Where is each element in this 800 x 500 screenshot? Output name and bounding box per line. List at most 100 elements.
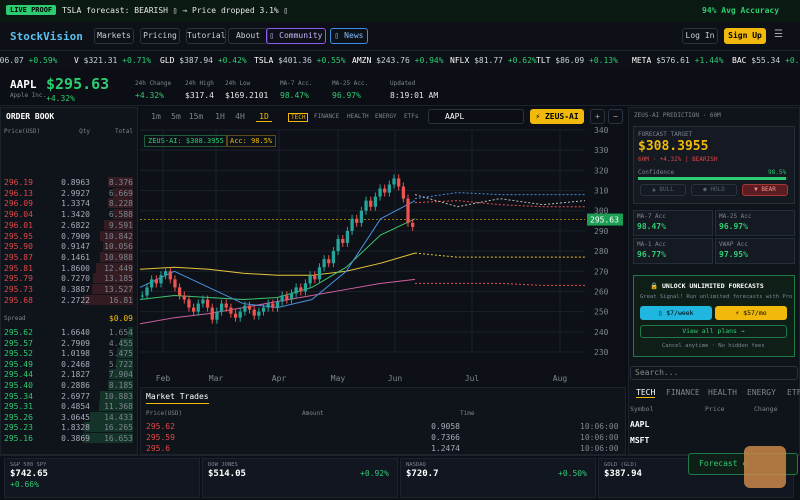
index-label: DOW JONES [208, 462, 238, 468]
trade-amount: 1.2474 [431, 444, 460, 453]
confidence-text: 98.5% [768, 169, 787, 176]
ob-qty: 0.7270 [61, 274, 90, 284]
watch-tab[interactable]: HEALTH [708, 388, 737, 397]
ob-price: 295.40 [4, 381, 33, 390]
ticker-change: +0.13% [589, 56, 618, 65]
indicator-line [414, 252, 585, 258]
sector-chip[interactable]: HEALTH [347, 113, 369, 120]
depth-bar [115, 358, 133, 369]
interval-button[interactable]: 15m [188, 112, 204, 121]
ob-qty: 1.8328 [61, 423, 90, 433]
vote-button[interactable]: ● HOLD [691, 184, 737, 196]
y-tick-label: 290 [594, 227, 609, 236]
y-tick-label: 310 [594, 187, 609, 196]
ticker-item: BAC $55.34 +0.2 [732, 56, 800, 65]
watch-tab[interactable]: ETF [787, 388, 800, 397]
interval-button[interactable]: 1H [215, 112, 225, 121]
plan-month[interactable]: ⚡ $57/mo [715, 306, 787, 320]
trades-title[interactable]: Market Trades [146, 392, 209, 404]
vote-button[interactable]: ▼ BEAR [742, 184, 788, 196]
ticker-item: AMZN $243.76 +0.94% [352, 56, 444, 65]
sector-chip[interactable]: ETFs [404, 113, 419, 120]
ob-price: 296.09 [4, 199, 33, 209]
metric-label: VWAP Acc [719, 241, 748, 248]
metric-label: MA-25 Acc [719, 213, 752, 220]
interval-button[interactable]: 1m [151, 112, 161, 121]
watch-col: Price [705, 405, 725, 413]
candle [201, 299, 205, 304]
ticker-change: +0.55% [316, 56, 346, 65]
vote-button[interactable]: ▲ BULL [640, 184, 686, 196]
all-plans[interactable]: View all plans → [640, 325, 787, 338]
ob-total: 8.185 [108, 381, 133, 390]
candle [303, 283, 308, 292]
candle [271, 303, 275, 308]
watch-tab[interactable]: ENERGY [747, 388, 776, 397]
metric-label: MA-7 Acc [637, 213, 666, 220]
ob-price: 295.68 [4, 295, 33, 305]
nav-link[interactable]: Pricing [140, 28, 180, 44]
overlay-acc: Acc: 98.5% [226, 135, 277, 147]
watch-symbol[interactable]: MSFT [630, 436, 650, 445]
symbol-search[interactable]: AAPL [428, 109, 524, 124]
signup-button[interactable]: Sign Up [724, 28, 766, 44]
candle [364, 200, 368, 211]
trades-col: Time [460, 410, 475, 417]
sector-chip[interactable]: ENERGY [375, 113, 397, 120]
sector-chip[interactable]: TECH [288, 113, 309, 122]
x-tick-label: Aug [553, 374, 568, 383]
plan-week[interactable]: ▯ $7/week [640, 306, 712, 320]
confidence-label: Confidence [638, 169, 675, 176]
ob-qty: 2.1827 [61, 370, 90, 380]
nav-link[interactable]: Markets [94, 28, 134, 44]
trade-time: 10:06:00 [580, 444, 619, 453]
ticker-price: $576.61 [656, 56, 690, 65]
zoom-button[interactable]: + [590, 109, 605, 124]
watch-tab[interactable]: FINANCE [666, 388, 700, 397]
index-card [400, 458, 596, 498]
watch-search[interactable]: Search... [630, 366, 798, 380]
depth-bar [102, 241, 133, 252]
ticker-item: NFLX $81.77 +0.62% [450, 56, 537, 65]
index-price: $720.7 [406, 469, 439, 479]
ticker-price: $55.34 [751, 56, 781, 65]
candle [317, 267, 322, 280]
nav-link[interactable]: Tutorial [186, 28, 226, 44]
news-link[interactable]: ▯ News [330, 28, 368, 44]
interval-button[interactable]: 1D [256, 112, 272, 122]
metric-card [715, 210, 795, 236]
community-link[interactable]: ▯ Community [266, 28, 326, 44]
ob-price: 296.19 [4, 178, 33, 187]
ticker-price: $243.76 [376, 56, 410, 65]
chat-widget[interactable] [744, 446, 786, 488]
metric-value: 96.97% [719, 222, 748, 231]
watch-tab[interactable]: TECH [636, 388, 656, 398]
depth-bar [95, 262, 133, 273]
depth-bar [107, 177, 133, 187]
prediction-title: ZEUS-AI PREDICTION · 60M [634, 112, 721, 119]
ob-total: 1.654 [108, 328, 133, 337]
ob-qty: 3.0645 [61, 412, 90, 422]
zoom-button[interactable]: − [608, 109, 623, 124]
interval-button[interactable]: 4H [235, 112, 245, 121]
interval-button[interactable]: 5m [171, 112, 181, 121]
candle [378, 188, 382, 197]
candle [145, 287, 149, 296]
ai-button[interactable]: ⚡ ZEUS-AI [530, 109, 584, 124]
index-price: $742.65 [10, 469, 48, 479]
candle [173, 279, 177, 288]
candle [210, 307, 214, 320]
login-button[interactable]: Log In [682, 28, 718, 44]
nav-link[interactable]: About [228, 28, 268, 44]
watch-symbol[interactable]: AAPL [630, 420, 650, 429]
ob-price: 295.23 [4, 423, 33, 433]
candle [392, 178, 396, 185]
promo-title: 🔒 UNLOCK UNLIMITED FORECASTS [650, 282, 764, 290]
x-tick-label: May [331, 374, 346, 383]
depth-bar [119, 337, 133, 348]
trade-amount: 0.7366 [431, 433, 460, 442]
ticker-item: TSLA $401.36 +0.55% [254, 56, 346, 65]
sector-chip[interactable]: FINANCE [314, 113, 340, 120]
ob-total: 8.228 [108, 199, 133, 209]
ob-col: Price(USD) [4, 128, 41, 135]
